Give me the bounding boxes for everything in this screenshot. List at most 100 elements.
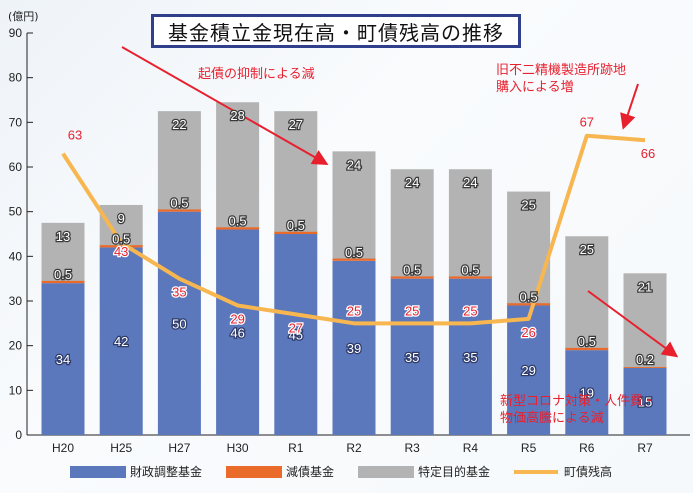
debt-line-path — [61, 133, 646, 326]
bar-value-label: 46 — [230, 325, 244, 340]
bar-value-label: 35 — [405, 350, 419, 365]
legend-swatch-line — [514, 469, 559, 474]
annotation-bond-restraint: 起債の抑制による減 — [198, 67, 315, 82]
line-value-label: 26 — [521, 325, 535, 340]
debt-line — [61, 133, 646, 326]
bar-value-label: 22 — [172, 117, 186, 132]
annotation-arrows — [121, 46, 679, 358]
bar-value-label: 0.5 — [229, 214, 247, 229]
x-tick-label: H27 — [168, 441, 190, 455]
y-axis-unit: (億円) — [8, 10, 39, 23]
y-tick-label: 10 — [9, 383, 23, 397]
x-tick-label: R5 — [521, 441, 537, 455]
bar-value-label: 28 — [230, 108, 244, 123]
bar-segment — [274, 111, 318, 232]
bar-value-label: 21 — [638, 279, 652, 294]
x-tick-label: R6 — [579, 441, 595, 455]
bar-segment — [565, 347, 609, 351]
line-value-label: 27 — [289, 320, 303, 335]
bar-value-label: 0.5 — [287, 218, 305, 233]
bar-segment — [448, 275, 492, 279]
bar-segment — [216, 102, 260, 228]
bar-segment — [565, 350, 609, 435]
legend-swatch — [70, 465, 126, 478]
axes: 0 10 20 30 40 50 60 70 80 90 H20 H25 H27 H30 R1 R2 R3 R4 R… — [9, 26, 690, 455]
annotation-land-purchase-line2: 購入による増 — [496, 80, 574, 95]
y-tick-label: 0 — [15, 428, 22, 442]
x-tick-label: H30 — [227, 441, 249, 455]
bar-segment — [390, 278, 434, 435]
legend-label: 減債基金 — [286, 465, 335, 479]
bar-segment — [623, 368, 667, 435]
bar-value-label: 0.2 — [636, 352, 654, 367]
bar-value-label: 50 — [172, 316, 186, 331]
bars — [41, 102, 667, 435]
legend-label: 町債残高 — [564, 465, 613, 479]
y-tick-label: 30 — [9, 294, 23, 308]
bar-segment — [448, 169, 492, 277]
legend-item-fiscal-adjustment: 財政調整基金 — [70, 463, 202, 480]
bar-value-label: 0.5 — [520, 289, 538, 304]
bar-value-label: 24 — [405, 175, 419, 190]
bar-segment — [507, 191, 551, 304]
bar-value-label: 15 — [638, 395, 652, 410]
x-tick-label: R4 — [463, 441, 479, 455]
x-tick-label: R7 — [637, 441, 653, 455]
x-tick-label: R2 — [346, 441, 362, 455]
bar-value-label: 42 — [114, 334, 128, 349]
bar-segment — [41, 222, 85, 281]
line-value-label: 25 — [405, 303, 419, 318]
y-tick-label: 90 — [9, 26, 23, 40]
y-tick-label: 80 — [9, 71, 23, 85]
line-value-label: 25 — [347, 303, 361, 318]
legend-swatch — [226, 465, 283, 478]
bar-segment — [448, 278, 492, 435]
bar-segment — [157, 111, 201, 210]
bar-segment — [216, 229, 260, 435]
bar-value-label: 0.5 — [345, 245, 363, 260]
bar-value-label: 29 — [521, 363, 535, 378]
legend-label: 特定目的基金 — [418, 465, 491, 479]
bar-segment — [41, 280, 85, 284]
bar-value-label: 27 — [289, 117, 303, 132]
y-tick-label: 60 — [9, 160, 23, 174]
bar-value-label: 19 — [580, 386, 594, 401]
bar-segment — [99, 244, 143, 248]
line-value-label: 25 — [463, 303, 477, 318]
bar-value-label: 25 — [580, 242, 594, 257]
bar-segment — [390, 275, 434, 279]
bar-value-label: 0.5 — [54, 267, 72, 282]
bar-segment — [216, 226, 260, 230]
x-tick-label: R1 — [288, 441, 304, 455]
bar-value-label: 9 — [118, 211, 125, 226]
data-labels: 34 0.5 13 42 0.5 9 50 0.5 22 46 0.5 28 45 0.5 27 39 0.5 2… — [53, 107, 656, 411]
bar-value-label: 24 — [463, 175, 477, 190]
annotation-land-purchase-line1: 旧不二精機製造所跡地 — [496, 63, 627, 78]
bar-segment — [41, 283, 85, 435]
bar-segment — [507, 305, 551, 435]
legend-label: 財政調整基金 — [130, 465, 203, 479]
bar-value-label: 34 — [56, 352, 70, 367]
legend-item-town-debt: 町債残高 — [514, 463, 612, 480]
legend: 財政調整基金 減債基金 特定目的基金 町債残高 — [70, 463, 636, 480]
annotation-covid-line1: 新型コロナ対策・人件費・ — [500, 394, 657, 409]
bar-segment — [99, 247, 143, 435]
annotation-covid: 新型コロナ対策・人件費・ 物価高騰による減 — [500, 393, 656, 427]
bar-value-label: 35 — [463, 350, 477, 365]
line-value-label: 66 — [641, 146, 655, 161]
bar-segment — [274, 231, 318, 234]
bar-segment — [157, 208, 201, 212]
bar-value-label: 45 — [289, 328, 303, 343]
bar-value-label: 0.5 — [170, 196, 188, 211]
bar-segment — [390, 169, 434, 277]
legend-swatch — [358, 465, 415, 478]
legend-item-specific-purpose: 特定目的基金 — [358, 463, 490, 480]
bar-value-label: 39 — [347, 341, 361, 356]
chart-title-text: 基金積立金現在高・町債残高の推移 — [168, 20, 504, 45]
bar-segment — [99, 204, 143, 246]
annotation-covid-line2: 物価高騰による減 — [500, 411, 604, 426]
line-value-label: 63 — [68, 128, 82, 143]
y-tick-label: 70 — [9, 115, 23, 129]
bar-value-label: 0.5 — [403, 263, 421, 278]
